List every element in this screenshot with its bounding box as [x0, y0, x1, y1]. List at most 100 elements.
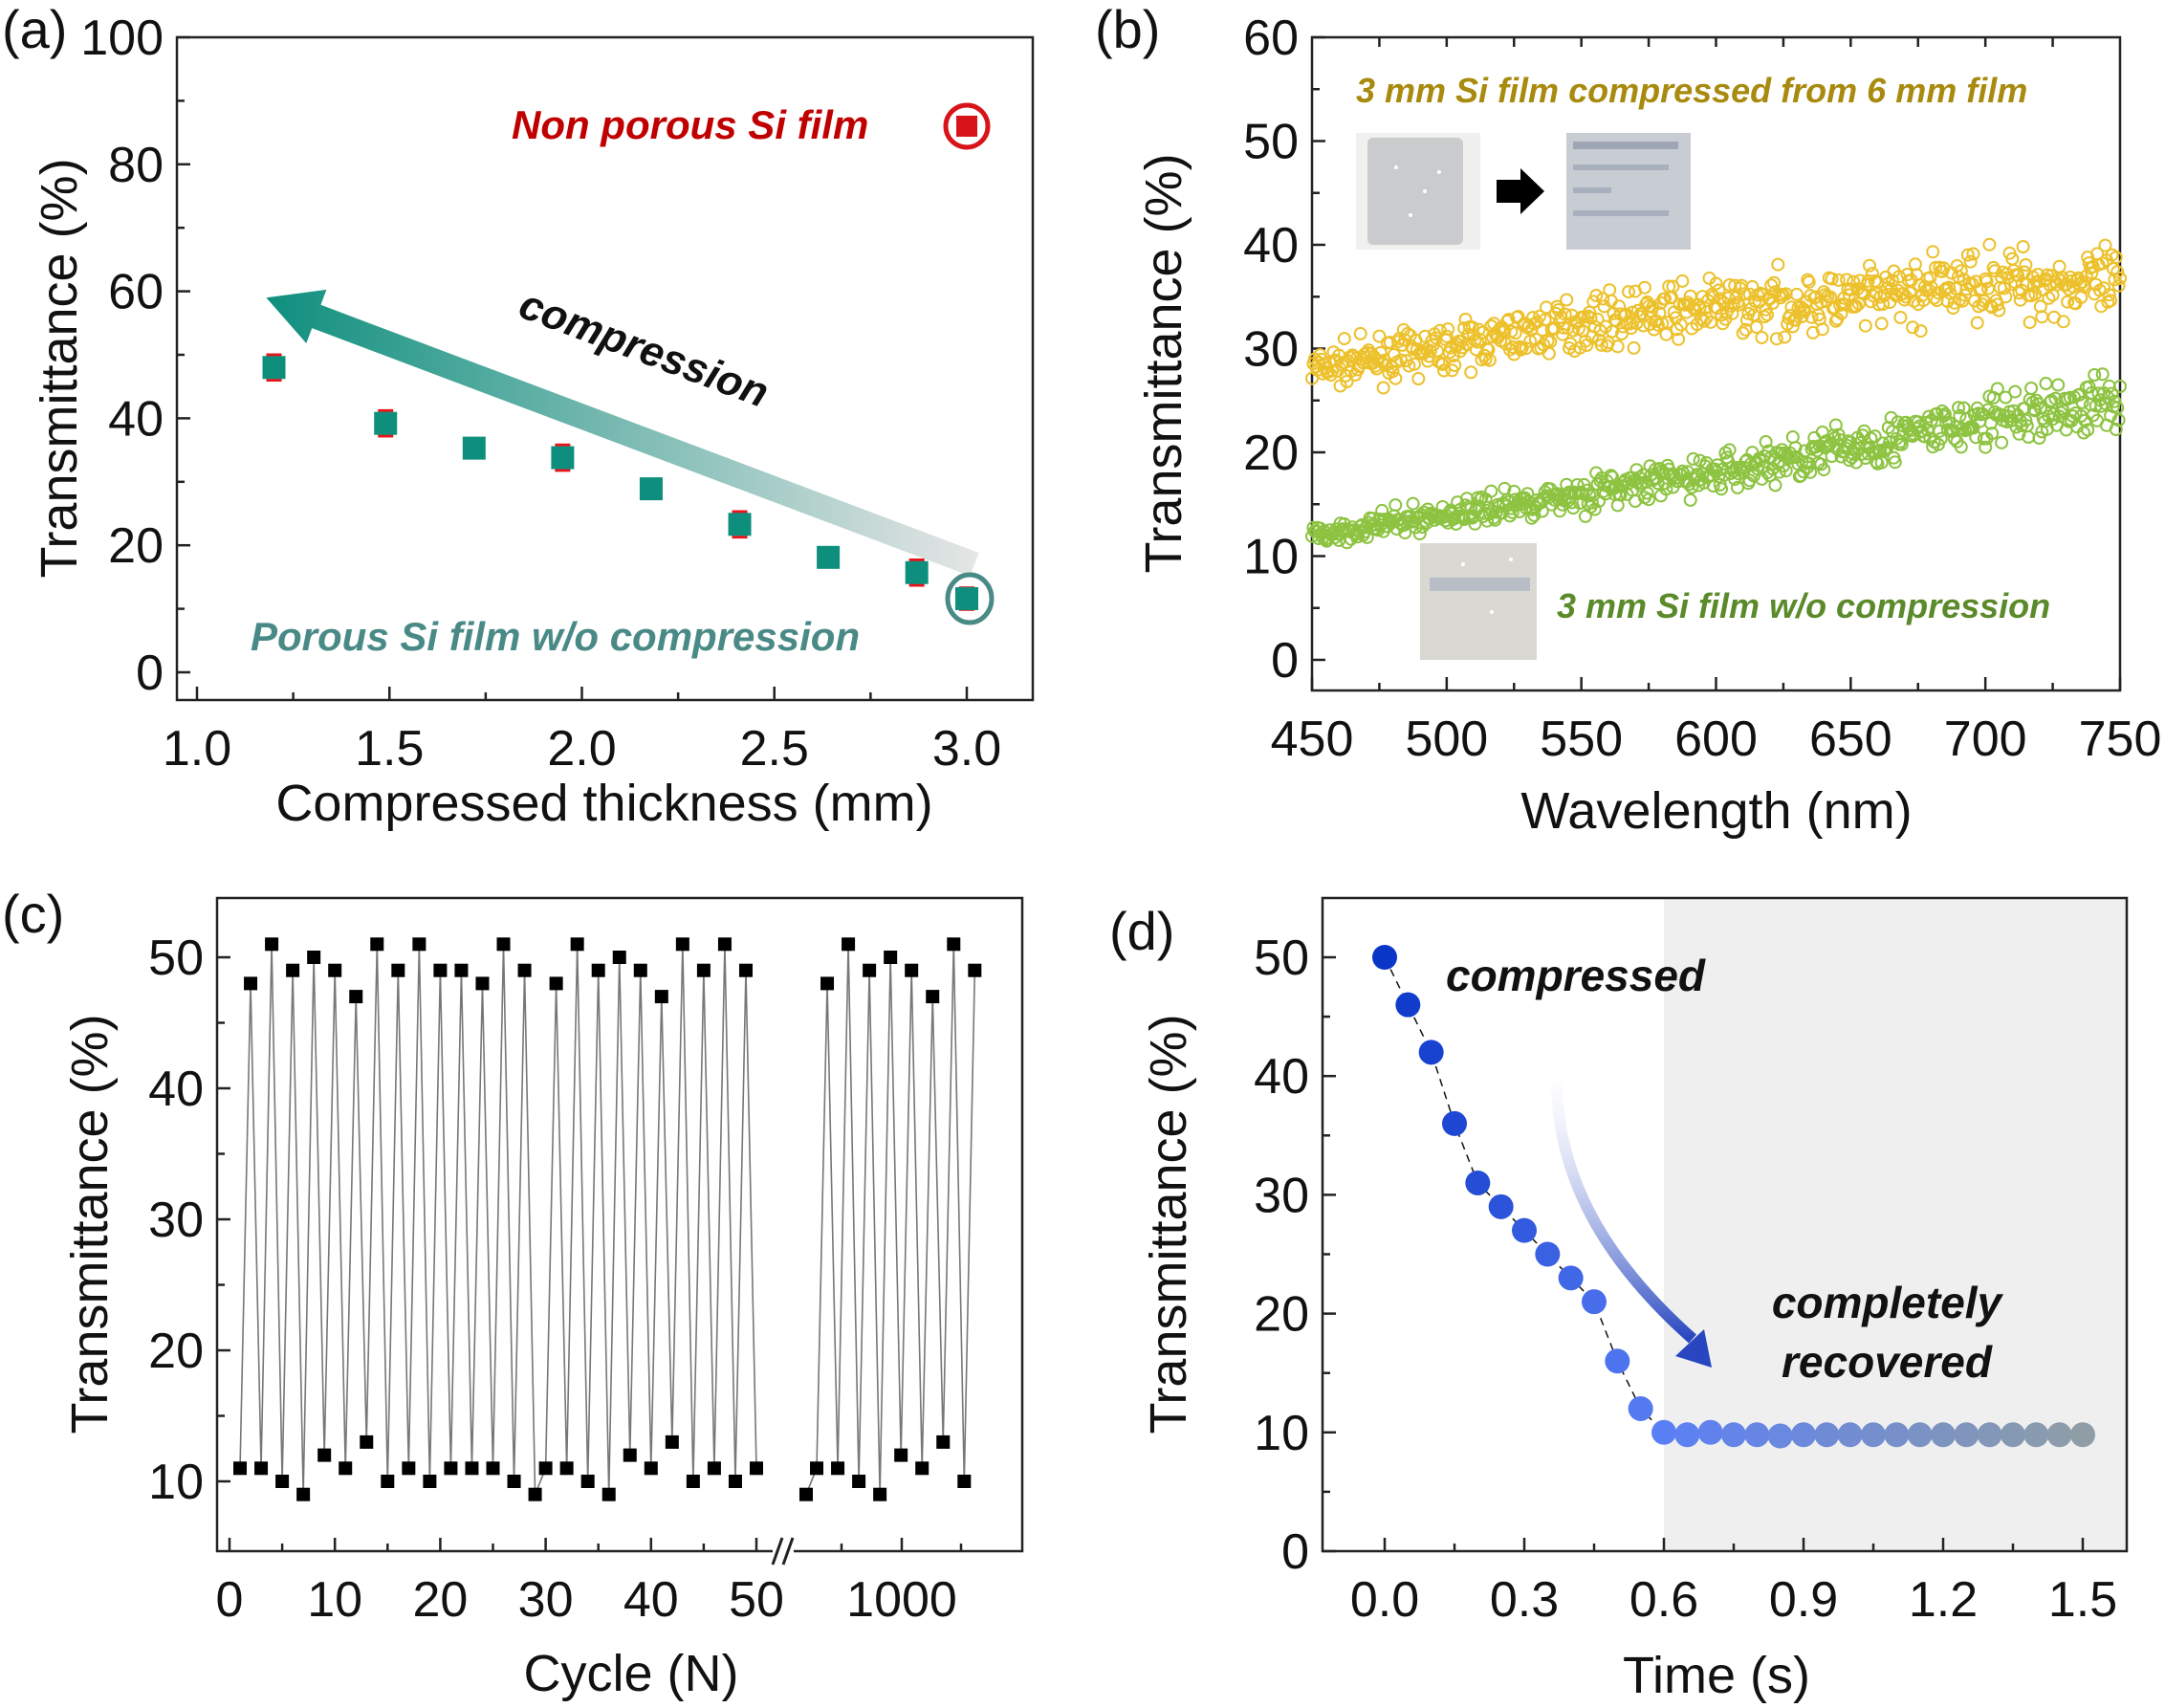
data-point — [1412, 527, 1427, 541]
data-point — [1990, 297, 2004, 312]
data-point — [1542, 346, 1556, 361]
plot-frame-c — [215, 896, 1024, 1553]
x-tick-label: 50 — [729, 1572, 784, 1628]
data-point — [1389, 371, 1403, 385]
data-point — [551, 446, 575, 470]
data-point — [454, 963, 469, 977]
x-tick-label: 1.5 — [2048, 1572, 2117, 1628]
data-point — [1337, 332, 1351, 346]
data-point — [1721, 1422, 1746, 1448]
data-point — [852, 1475, 866, 1488]
data-point — [2082, 380, 2096, 394]
data-point — [1831, 273, 1846, 287]
data-point — [1979, 440, 1993, 454]
data-point — [1465, 320, 1479, 335]
data-point — [549, 976, 563, 991]
data-point — [1353, 326, 1367, 340]
data-point — [633, 963, 647, 977]
data-point — [820, 976, 835, 991]
data-point — [1674, 1422, 1700, 1448]
data-point — [1992, 303, 2006, 318]
data-point — [2111, 413, 2126, 427]
data-point — [2088, 368, 2102, 382]
data-point — [486, 1461, 500, 1476]
data-point — [2061, 295, 2075, 309]
data-point — [601, 1487, 616, 1501]
plot-frame-d — [1321, 896, 2129, 1553]
data-point — [570, 937, 584, 952]
data-point — [1785, 430, 1800, 444]
data-point — [728, 1475, 742, 1488]
data-point — [1333, 379, 1347, 393]
data-point — [696, 963, 711, 977]
data-point — [2011, 269, 2024, 282]
recovery-shaded-region — [1664, 898, 2127, 1551]
data-point — [1446, 349, 1460, 363]
data-point — [1849, 299, 1863, 314]
data-point — [1642, 493, 1656, 507]
data-point — [957, 1475, 972, 1488]
data-point — [1979, 274, 1994, 289]
data-point — [2032, 431, 2046, 445]
data-point — [1375, 503, 1389, 517]
data-point — [1658, 292, 1672, 306]
data-point — [1471, 335, 1485, 349]
compressed-label: compressed — [1446, 951, 1706, 1000]
x-tick-label: 750 — [2079, 712, 2162, 767]
data-point — [317, 1448, 332, 1462]
data-point — [444, 1461, 458, 1476]
data-point — [644, 1461, 658, 1476]
data-point — [465, 1461, 479, 1476]
data-point — [1376, 381, 1390, 395]
data-point — [591, 963, 605, 977]
data-point — [915, 1461, 929, 1476]
y-tick-label: 40 — [1243, 218, 1299, 274]
data-point — [1512, 1217, 1537, 1243]
panel-label-d: (d) — [1109, 901, 1174, 961]
data-point — [1744, 301, 1759, 316]
panel-label-b: (b) — [1095, 0, 1160, 59]
data-point — [1982, 237, 1997, 252]
before-after-arrow-icon — [1497, 168, 1544, 214]
recovery-arrow — [1550, 1070, 1696, 1344]
data-point — [2012, 427, 2026, 441]
data-point — [1651, 1419, 1676, 1445]
data-point — [905, 963, 919, 977]
data-point — [1465, 1170, 1491, 1195]
data-point — [507, 1475, 521, 1488]
data-point — [1985, 427, 2000, 441]
data-point — [275, 1475, 290, 1488]
data-point — [1804, 465, 1818, 479]
data-point — [1868, 429, 1882, 444]
data-point — [2019, 258, 2033, 272]
x-axis-title-a: Compressed thickness (mm) — [275, 775, 932, 832]
data-point — [1999, 290, 2013, 304]
data-point — [1725, 306, 1739, 320]
data-point — [2110, 401, 2125, 415]
data-point — [1931, 1422, 1956, 1448]
data-point — [639, 477, 663, 501]
y-tick-label: 50 — [148, 931, 204, 986]
data-point — [1771, 257, 1785, 272]
data-point — [1731, 480, 1744, 494]
data-point — [1557, 320, 1571, 335]
x-tick-label: 20 — [412, 1572, 468, 1628]
data-point — [1722, 443, 1737, 457]
data-point — [1709, 276, 1723, 291]
data-point — [1966, 247, 1980, 261]
y-tick-label: 10 — [1243, 530, 1299, 585]
x-tick-label: 650 — [1809, 712, 1892, 767]
data-point — [265, 937, 279, 952]
y-tick-label: 30 — [1243, 322, 1299, 378]
x-tick-label: 450 — [1271, 712, 1354, 767]
data-point — [1418, 1040, 1444, 1065]
data-point — [1437, 363, 1451, 378]
y-axis-title-b: Transmittance (%) — [1135, 153, 1192, 573]
data-point — [1423, 343, 1437, 358]
x-tick-label: 2.5 — [740, 721, 809, 777]
x-tick-label: 550 — [1540, 712, 1623, 767]
recovery-arrow-head-icon — [1675, 1329, 1712, 1368]
data-point — [1946, 301, 1960, 316]
data-point — [1560, 293, 1574, 307]
